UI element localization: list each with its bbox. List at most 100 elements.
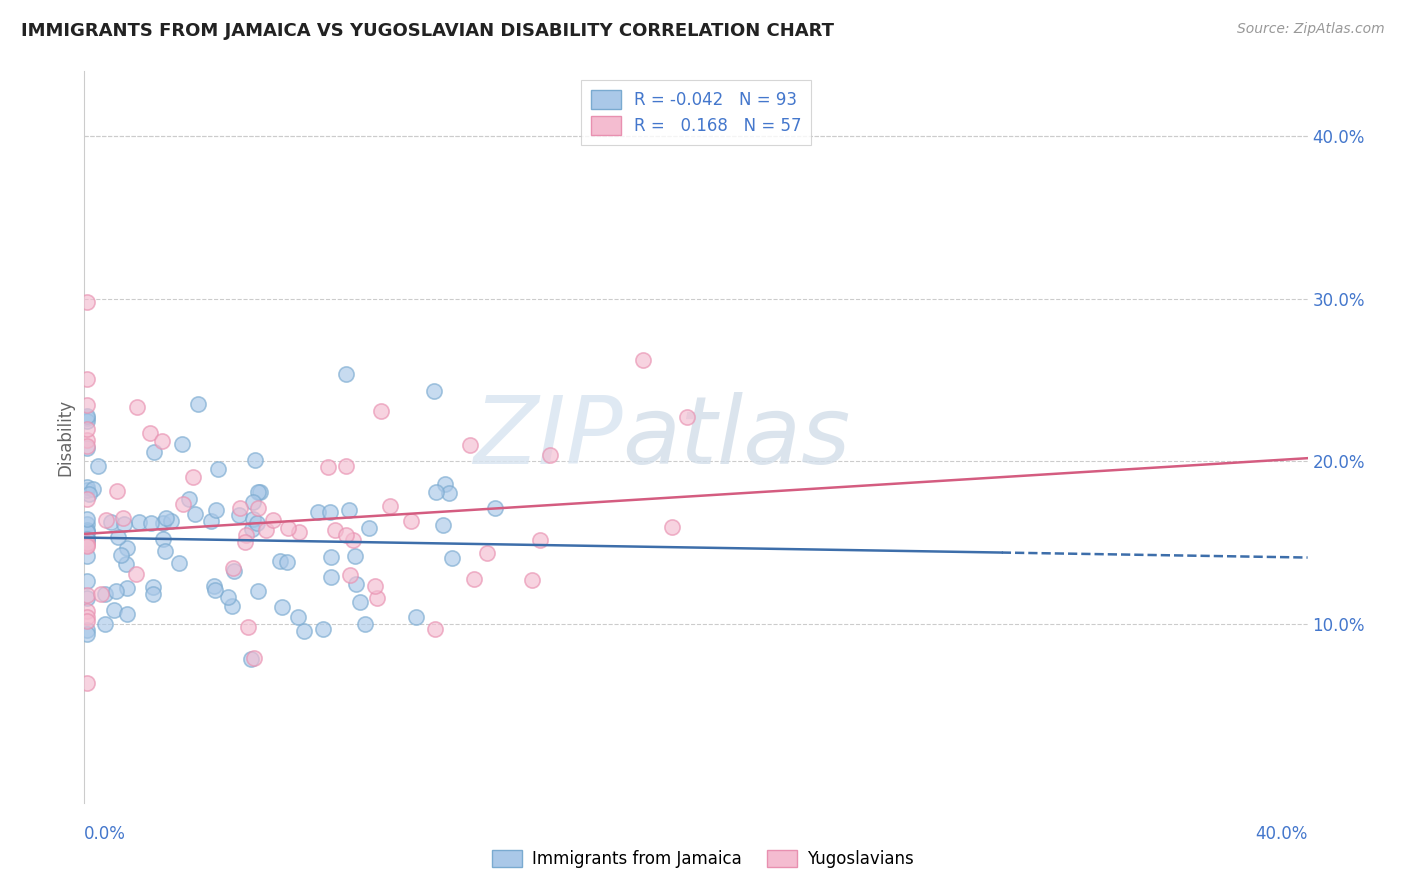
Point [125,400,148,414]
Point [76,623,98,637]
Point [271,599,294,614]
Point [77,486,100,500]
Text: atlas: atlas [623,392,851,483]
Point [179,491,201,506]
Point [112,516,135,531]
Point [204,583,226,598]
Point [153,543,176,558]
Point [76,525,98,540]
Point [522,573,544,587]
Point [353,616,375,631]
Point [242,494,264,508]
Point [339,568,361,582]
Point [76,434,98,448]
Point [475,546,498,560]
Point [357,521,380,535]
Point [254,524,277,538]
Point [247,484,270,499]
Text: 0.0%: 0.0% [84,825,127,843]
Point [378,499,401,513]
Point [364,578,387,592]
Point [125,567,148,582]
Point [160,514,183,528]
Point [529,533,551,548]
Point [76,574,98,588]
Y-axis label: Disability: Disability [56,399,75,475]
Point [76,532,98,546]
Point [217,590,239,604]
Point [484,501,506,516]
Point [76,531,98,545]
Point [76,441,98,455]
Point [269,554,291,568]
Point [321,569,343,583]
Point [249,484,271,499]
Point [155,511,177,525]
Point [76,492,98,507]
Point [423,623,446,637]
Point [335,367,357,381]
Point [661,519,683,533]
Point [181,470,204,484]
Point [152,532,174,546]
Point [434,477,457,491]
Point [100,515,122,529]
Point [103,603,125,617]
Text: 40.0%: 40.0% [1256,825,1308,843]
Point [440,551,463,566]
Point [90,587,112,601]
Point [76,512,98,526]
Point [262,513,284,527]
Point [82,483,104,497]
Point [150,434,173,448]
Point [94,587,117,601]
Point [292,624,315,639]
Point [399,514,422,528]
Point [152,516,174,530]
Point [76,534,98,549]
Point [110,548,132,562]
Point [107,530,129,544]
Point [631,353,654,368]
Point [676,409,699,424]
Text: IMMIGRANTS FROM JAMAICA VS YUGOSLAVIAN DISABILITY CORRELATION CHART: IMMIGRANTS FROM JAMAICA VS YUGOSLAVIAN D… [21,22,834,40]
Point [337,502,360,516]
Point [76,614,98,628]
Point [187,397,209,411]
Point [343,549,366,563]
Point [247,500,270,515]
Point [235,528,257,542]
Point [240,522,263,536]
Legend: R = -0.042   N = 93, R =   0.168   N = 57: R = -0.042 N = 93, R = 0.168 N = 57 [581,79,811,145]
Point [76,483,98,497]
Point [76,372,98,386]
Point [307,505,329,519]
Point [207,462,229,476]
Point [370,404,392,418]
Point [202,579,225,593]
Point [318,459,340,474]
Point [222,561,245,575]
Point [335,528,357,542]
Point [76,414,98,428]
Point [76,610,98,624]
Point [335,459,357,474]
Point [463,572,485,586]
Point [349,595,371,609]
Point [76,411,98,425]
Point [76,676,98,690]
Point [94,617,117,632]
Point [76,523,98,537]
Point [76,627,98,641]
Point [200,514,222,528]
Point [277,521,299,535]
Point [128,516,150,530]
Point [76,536,98,550]
Point [76,422,98,436]
Point [366,591,388,606]
Point [184,507,207,521]
Point [344,577,367,591]
Point [243,650,266,665]
Point [287,610,309,624]
Legend: Immigrants from Jamaica, Yugoslavians: Immigrants from Jamaica, Yugoslavians [485,843,921,875]
